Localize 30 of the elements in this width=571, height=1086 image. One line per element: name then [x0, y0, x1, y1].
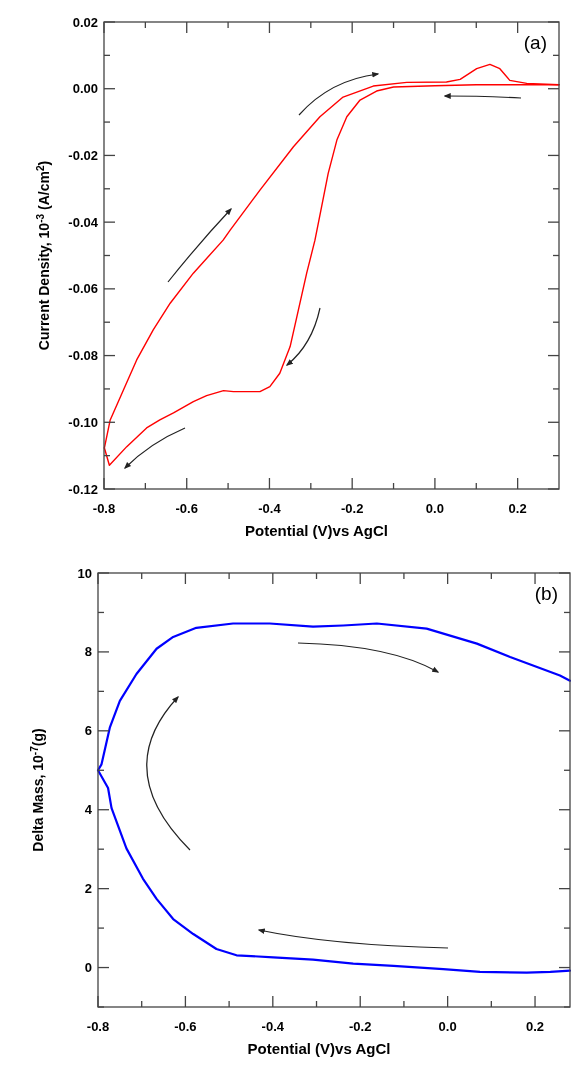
- x-tick-label: -0.8: [92, 501, 116, 516]
- y-tick-label: -0.08: [68, 348, 98, 364]
- x-tick-label: -0.4: [261, 1019, 285, 1034]
- y-tick-label: 0.00: [72, 81, 98, 97]
- x-tick-label: -0.2: [349, 1019, 372, 1034]
- x-tick-label: -0.2: [340, 501, 364, 516]
- x-tick-label: -0.6: [175, 501, 198, 516]
- annotation: (b): [534, 583, 558, 604]
- x-tick-label: -0.8: [86, 1019, 110, 1034]
- y-tick-label: 4: [84, 802, 93, 818]
- x-axis-title: Potential (V)vs AgCl: [245, 522, 388, 539]
- x-axis-title: Potential (V)vs AgCl: [247, 1040, 391, 1057]
- x-tick-label: 0.0: [438, 1019, 457, 1034]
- y-tick-label: -0.10: [68, 414, 98, 430]
- x-tick-label: -0.4: [258, 501, 282, 516]
- x-tick-label: -0.6: [174, 1019, 197, 1034]
- annotation: (a): [523, 32, 547, 53]
- y-tick-label: -0.04: [68, 214, 99, 230]
- y-tick-label: 2: [84, 881, 92, 897]
- y-tick-label: 6: [84, 723, 92, 739]
- y-tick-label: 10: [77, 565, 92, 581]
- y-tick-label: -0.02: [68, 147, 98, 163]
- x-tick-label: 0.2: [526, 1019, 545, 1034]
- y-tick-label: -0.06: [68, 281, 98, 297]
- y-tick-label: 0.02: [72, 14, 98, 30]
- y-tick-label: 8: [84, 644, 92, 660]
- y-tick-label: 0: [84, 960, 92, 976]
- x-tick-label: 0.2: [508, 501, 527, 516]
- y-tick-label: -0.12: [68, 481, 98, 497]
- x-tick-label: 0.0: [425, 501, 444, 516]
